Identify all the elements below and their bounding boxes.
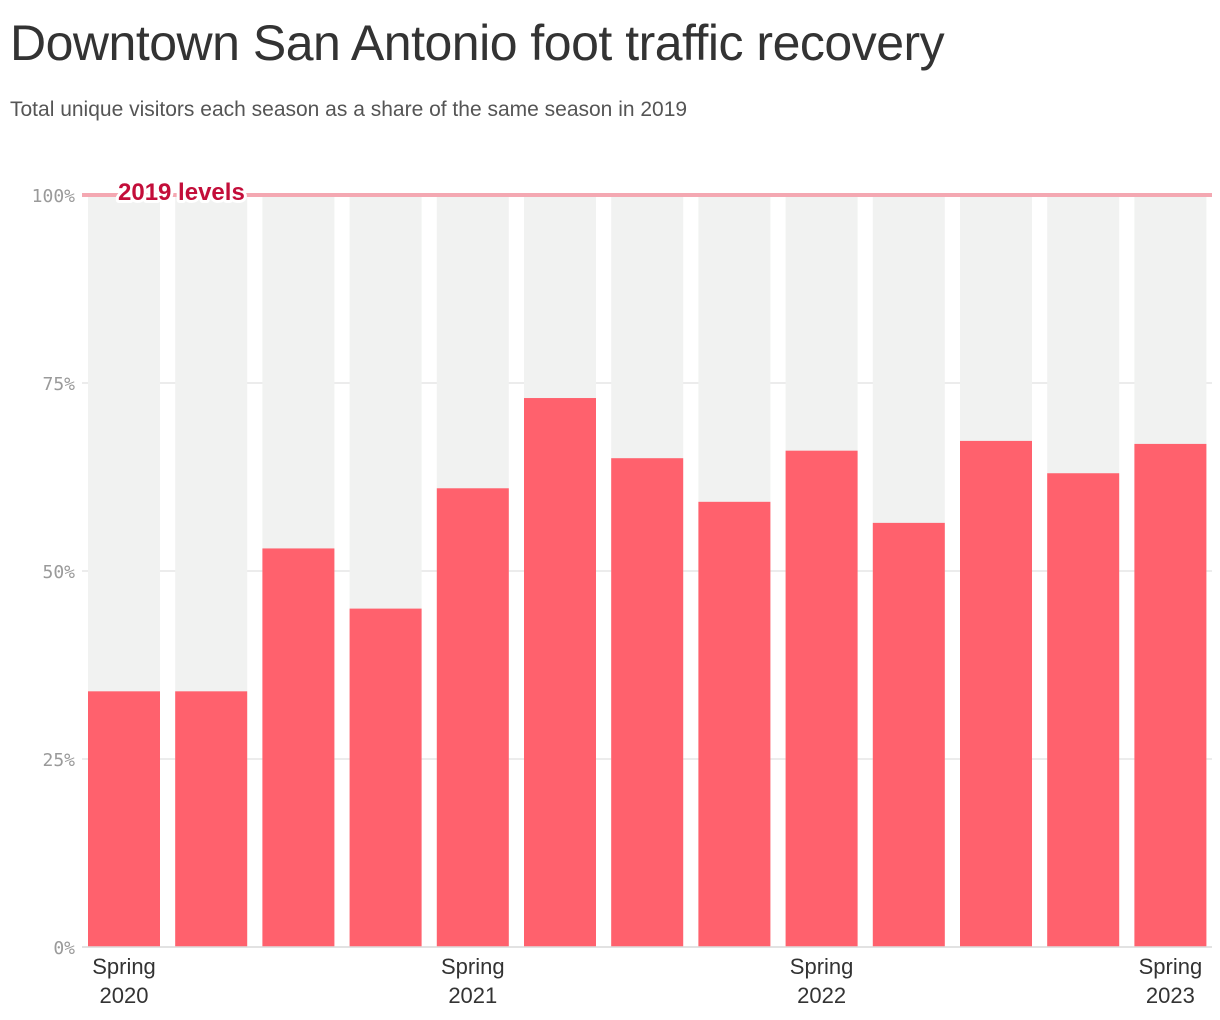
bar: [611, 458, 684, 947]
bar: [698, 501, 771, 947]
bar: [349, 608, 422, 947]
bar: [262, 548, 335, 947]
y-tick-label: 50%: [42, 562, 75, 583]
y-tick-label: 0%: [53, 938, 75, 959]
bar: [960, 440, 1032, 947]
x-tick-label: Spring: [441, 954, 505, 979]
chart-title: Downtown San Antonio foot traffic recove…: [10, 15, 945, 71]
bar: [872, 522, 945, 947]
reference-line-label: 2019 levels: [118, 179, 245, 206]
bar: [88, 691, 160, 947]
y-tick-label: 25%: [42, 750, 75, 771]
bar: [436, 488, 509, 947]
bar: [1047, 473, 1120, 947]
chart-subtitle: Total unique visitors each season as a s…: [10, 98, 688, 121]
bar: [524, 398, 596, 947]
x-tick-label: Spring: [1139, 954, 1203, 979]
x-tick-label: 2022: [797, 983, 846, 1008]
bar: [1134, 443, 1207, 947]
x-tick-label: Spring: [92, 954, 156, 979]
x-tick-label: 2020: [100, 983, 149, 1008]
x-tick-label: Spring: [790, 954, 854, 979]
y-tick-label: 75%: [42, 374, 75, 395]
bar: [785, 450, 858, 947]
x-tick-label: 2021: [448, 983, 497, 1008]
y-tick-label: 100%: [32, 186, 76, 207]
bar: [175, 691, 248, 947]
x-tick-label: 2023: [1146, 983, 1195, 1008]
